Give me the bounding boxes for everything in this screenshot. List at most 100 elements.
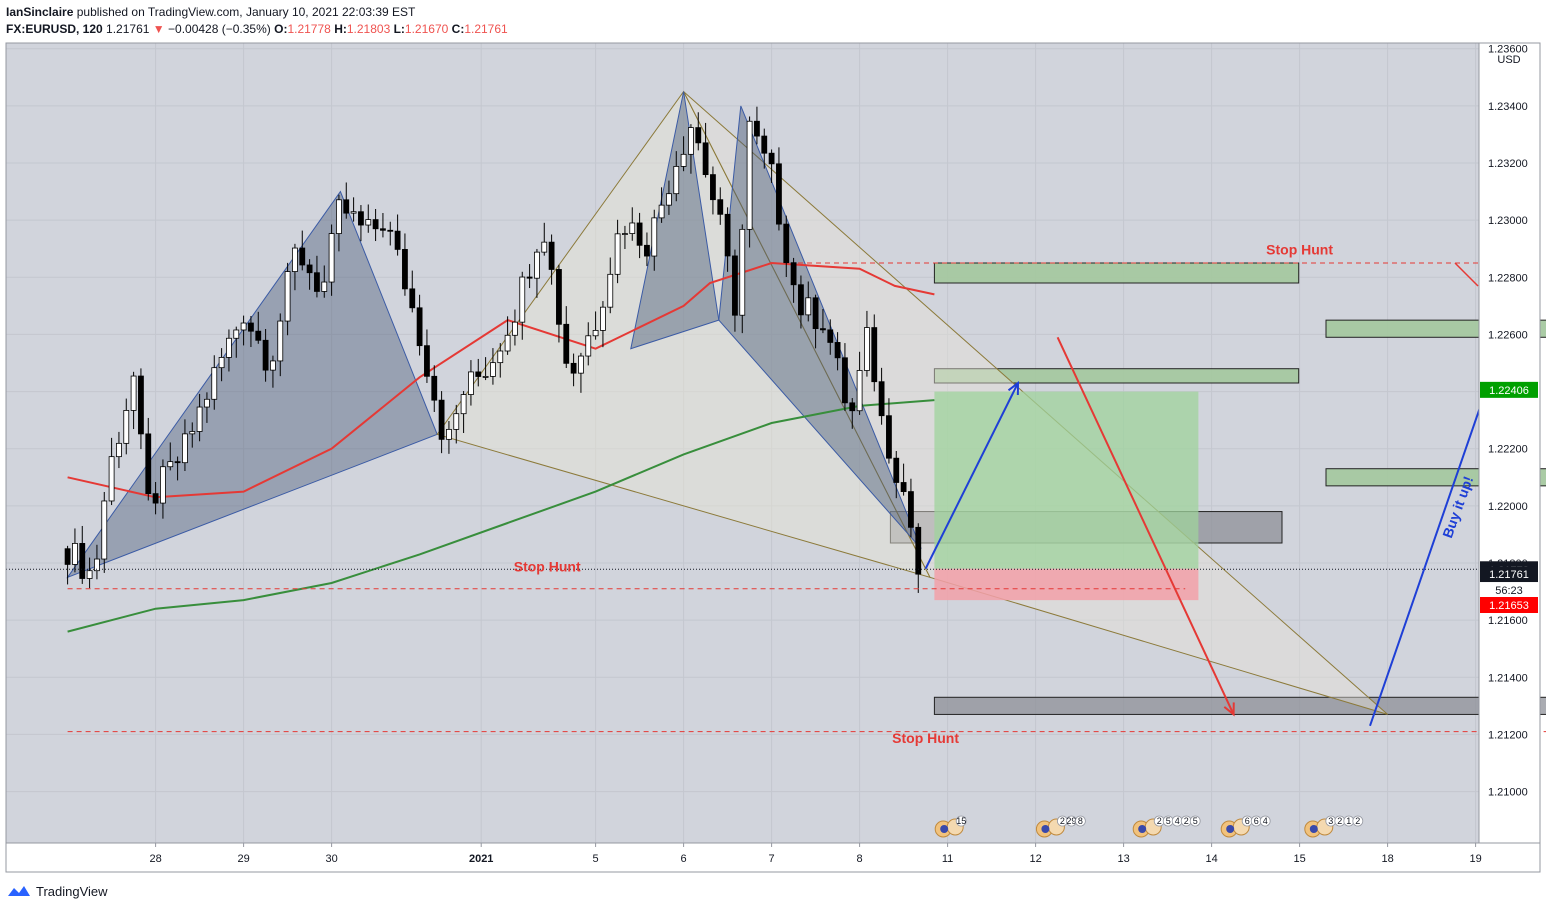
candle-bearish: [768, 152, 775, 165]
candle-bearish: [174, 461, 181, 464]
projection-arrow-line: [1056, 336, 1235, 715]
candle-bearish: [702, 142, 709, 176]
time-tick-label: 18: [1381, 853, 1393, 865]
candle-bearish: [299, 247, 306, 266]
price-axis-background: [1478, 42, 1541, 844]
candle-bearish: [761, 135, 768, 154]
ema-slow-line: [67, 399, 935, 633]
event-flag-icon: [1138, 825, 1147, 833]
candle-bearish: [563, 323, 570, 364]
time-axis[interactable]: 282930202156781112131415181920: [5, 842, 1546, 873]
candle-bullish: [504, 334, 511, 352]
candle-bearish: [138, 375, 144, 435]
symbol-info-bar: FX:EURUSD, 120 1.21761 ▼ −0.00428 (−0.35…: [6, 22, 508, 36]
candle-bullish: [673, 166, 680, 195]
candle-bearish: [776, 163, 782, 225]
author-name[interactable]: IanSinclaire: [6, 5, 74, 19]
candle-bearish: [695, 127, 702, 144]
stop-hunt-label: Stop Hunt: [892, 730, 959, 746]
stop-hunt-label: Stop Hunt: [1266, 241, 1333, 257]
currency-label: USD: [1497, 54, 1520, 66]
candle-bullish: [746, 120, 753, 230]
brand-name[interactable]: TradingView: [36, 883, 108, 899]
demand-zone: [933, 696, 1546, 715]
candle-bearish: [636, 222, 643, 246]
price-tick-label: 1.22200: [1488, 444, 1528, 456]
candle-bullish: [446, 428, 452, 440]
candle-bearish: [475, 371, 482, 377]
candle-bearish: [644, 244, 650, 257]
event-count-label: 6: [1254, 816, 1259, 826]
price-tick-label: 1.22800: [1488, 272, 1528, 284]
candle-bullish: [519, 276, 526, 323]
candle-bearish: [827, 329, 834, 343]
event-flag-icon: [1041, 825, 1050, 833]
candle-bullish: [167, 461, 174, 468]
candle-bearish: [717, 199, 724, 215]
change-value: −0.00428 (−0.35%): [168, 22, 271, 36]
candle-bullish: [233, 329, 240, 339]
price-tick-label: 1.21600: [1488, 615, 1528, 627]
candle-bullish: [497, 350, 504, 364]
time-tick-label: 28: [149, 853, 161, 865]
long-position-tool[interactable]: [934, 391, 1199, 601]
candle-bullish: [622, 233, 628, 235]
candle-bearish: [908, 491, 914, 528]
candle-bullish: [592, 330, 599, 337]
candle-bullish: [666, 193, 672, 206]
price-tick-label: 1.22600: [1488, 329, 1528, 341]
candle-bearish: [431, 375, 438, 401]
candle-bullish: [189, 431, 196, 435]
event-count-label: 15: [956, 816, 966, 826]
candle-bullish: [240, 322, 247, 331]
time-tick-label: 19: [1469, 853, 1481, 865]
arrow-head-icon: [1007, 380, 1020, 396]
candle-bullish: [607, 273, 614, 308]
price-label-background: [1480, 597, 1538, 613]
time-tick-label: 7: [769, 853, 775, 865]
tradingview-logo-icon[interactable]: [8, 884, 30, 898]
candle-bearish: [812, 297, 819, 330]
candle-bullish: [72, 542, 78, 565]
candle-bearish: [416, 307, 423, 347]
candle-bullish: [614, 233, 621, 275]
candle-bullish: [270, 360, 276, 371]
time-tick-label: 15: [1293, 853, 1305, 865]
event-count-badge: [1352, 815, 1364, 827]
candle-bearish: [409, 288, 416, 309]
event-count-label: 4: [1175, 816, 1180, 826]
candle-bullish: [578, 355, 584, 374]
candle-bearish: [145, 433, 152, 495]
candle-bearish: [878, 381, 885, 417]
candle-bearish: [820, 328, 826, 331]
candle-bullish: [123, 410, 130, 444]
candle-bullish: [482, 376, 489, 378]
candle-bearish: [570, 362, 577, 374]
candle-bearish: [438, 399, 445, 440]
pattern-inner-right: [718, 105, 922, 550]
price-label-background: [1480, 381, 1538, 398]
economic-events[interactable]: 15 2 29 8 2 5 4 2 5 6 6 4 3 2 1 2: [934, 815, 1364, 838]
candles-layer[interactable]: [64, 106, 922, 593]
pattern-triangle-xab: [66, 190, 438, 579]
price-label-background: [1480, 582, 1538, 599]
candle-bearish: [790, 262, 797, 286]
open-value: 1.21778: [287, 22, 331, 36]
event-flag-icon: [1309, 825, 1318, 833]
close-label: C:: [451, 22, 465, 36]
candle-bullish: [108, 456, 115, 502]
candle-bearish: [732, 255, 738, 316]
candle-bearish: [849, 402, 856, 412]
price-axis[interactable]: USD 1.23600 1.23400 1.23200 1.23000 1.22800 1…: [1478, 42, 1541, 844]
event-count-label: 5: [1166, 816, 1171, 826]
candle-bullish: [365, 219, 372, 226]
candle-bearish: [372, 219, 379, 230]
time-tick-label: 2021: [469, 853, 493, 865]
arrow-head-icon: [1223, 702, 1235, 717]
price-tick-label: 1.21000: [1488, 787, 1528, 799]
position-profit-zone: [934, 391, 1199, 569]
symbol-label[interactable]: FX:EURUSD, 120: [6, 22, 103, 36]
open-label: O:: [274, 22, 288, 36]
